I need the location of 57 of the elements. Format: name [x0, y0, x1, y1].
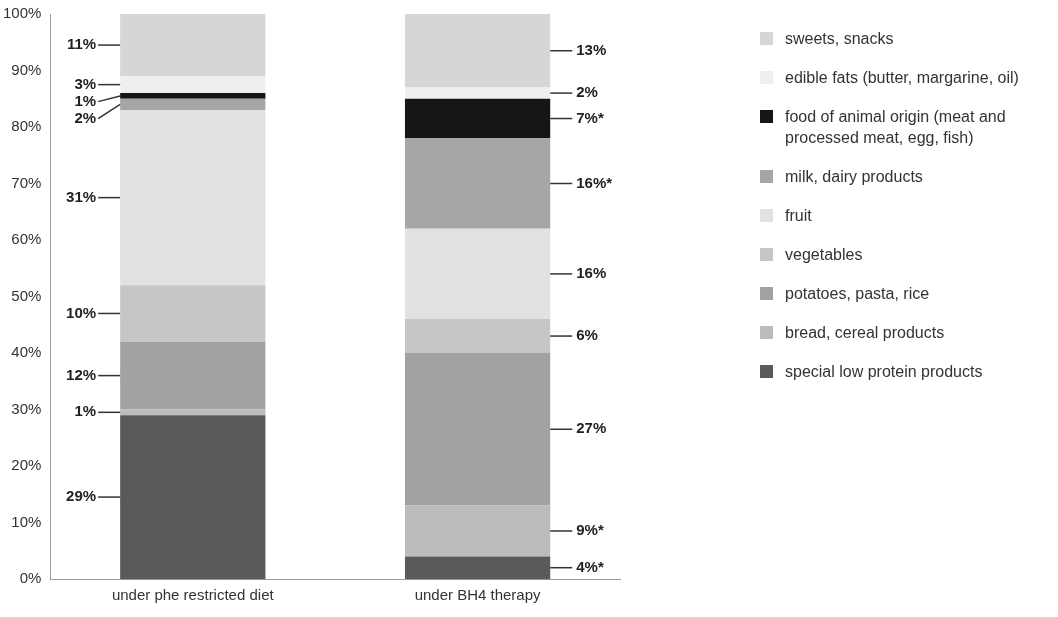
y-tick-label: 100%: [2, 4, 42, 22]
legend-label: milk, dairy products: [785, 167, 923, 187]
legend-label: special low protein products: [785, 362, 983, 382]
data-label: 1%: [74, 91, 97, 109]
y-tick-label: 80%: [11, 117, 42, 135]
legend-label: food of animal origin (meat and processed meat, egg, fish): [785, 107, 1007, 148]
bar: [120, 98, 266, 111]
data-label: 11%: [66, 35, 97, 53]
legend-label: sweets, snacks: [785, 29, 894, 49]
bar: [404, 228, 551, 320]
data-label: 29%: [66, 487, 97, 505]
y-tick-label: 30%: [11, 399, 42, 417]
bar: [120, 76, 266, 94]
data-label: 12%: [66, 365, 97, 383]
data-label: 6%: [576, 326, 598, 344]
data-label: 13%: [576, 40, 607, 58]
bar: [404, 14, 551, 88]
data-label: 10%: [66, 303, 97, 321]
y-tick-label: 70%: [11, 173, 42, 191]
data-label: 27%: [576, 419, 607, 437]
y-tick-label: 90%: [11, 60, 42, 78]
y-tick-label: 10%: [11, 512, 42, 530]
data-label: 31%: [66, 187, 97, 205]
bar: [404, 319, 551, 353]
bar: [120, 285, 266, 342]
legend-label: edible fats (butter, margarine, oil): [785, 68, 1019, 88]
data-label: 9%*: [576, 521, 604, 539]
y-tick-label: 60%: [11, 230, 42, 248]
data-label: 4%*: [576, 557, 604, 575]
data-label: 2%: [74, 108, 97, 126]
bar: [120, 341, 266, 410]
data-label: 2%: [576, 83, 598, 101]
y-tick-label: 0%: [19, 569, 42, 587]
legend-label: potatoes, pasta, rice: [785, 284, 930, 304]
y-tick-label: 40%: [11, 343, 42, 361]
data-label: 16%: [576, 264, 607, 282]
bar: [404, 353, 551, 506]
bar: [120, 110, 266, 286]
data-label: 3%: [74, 74, 97, 92]
legend-label: vegetables: [785, 245, 863, 265]
bar: [404, 87, 551, 99]
bar: [120, 14, 266, 77]
bar: [404, 138, 551, 229]
x-tick-label: under phe restricted diet: [111, 586, 275, 604]
bar: [404, 505, 551, 557]
x-tick-label: under BH4 therapy: [414, 586, 542, 604]
bar: [404, 556, 551, 579]
data-label: 16%*: [576, 173, 613, 191]
y-tick-label: 50%: [11, 286, 42, 304]
bar: [120, 93, 266, 99]
bar: [120, 415, 266, 579]
legend-label: bread, cereal products: [785, 323, 945, 343]
y-tick-label: 20%: [11, 456, 42, 474]
data-label: 7%*: [576, 108, 604, 126]
legend-label: fruit: [785, 206, 812, 226]
data-label: 1%: [74, 402, 97, 420]
bar: [404, 98, 551, 139]
